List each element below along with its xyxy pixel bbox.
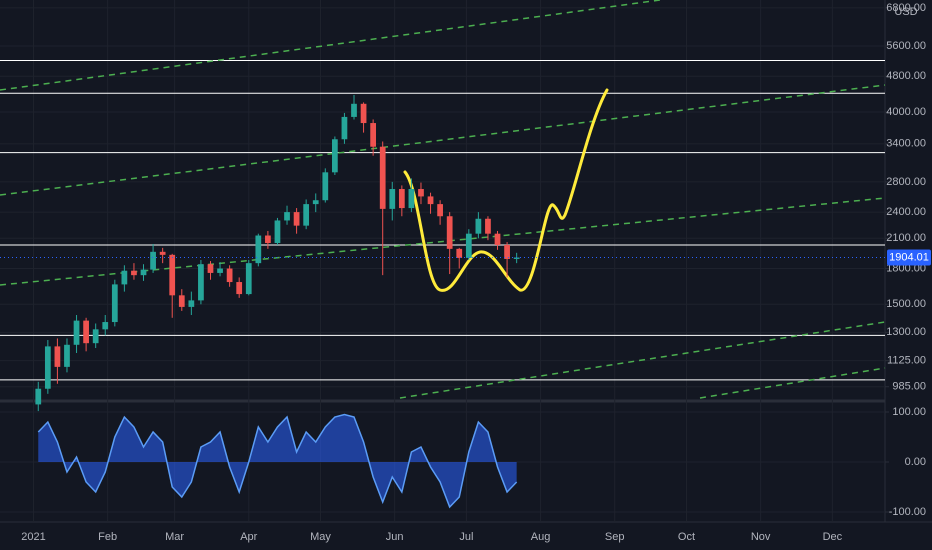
y-tick-label: 3400.00 [886,138,926,150]
candle-body [504,244,510,259]
candle-body [226,268,233,283]
candle-body [494,233,501,245]
y-tick-label: 2400.00 [886,206,926,218]
candle-body [274,220,281,244]
candle-body [446,216,453,249]
candle-body [150,251,156,270]
x-tick-label: Jun [386,531,404,543]
y-tick-label: 6800.00 [886,2,926,14]
candle-body [92,329,99,344]
y-tick-label: 1125.00 [887,355,926,367]
candle-body [485,218,491,234]
candle-body [398,189,405,209]
y-tick-label: 0.00 [905,456,926,468]
candle-body [44,346,51,389]
candle-body [121,270,128,285]
candle-body [169,254,176,296]
candle-body [284,212,290,221]
candle-body [513,257,520,259]
drawn-projection [403,88,609,292]
candle-body [198,264,204,301]
trend-line [0,0,661,91]
currency-label: USD [894,6,917,18]
candle-body [83,320,89,344]
x-tick-label: May [310,531,331,543]
y-tick-label: 1500.00 [886,298,926,310]
y-tick-label: -100.00 [889,506,926,518]
oscillator-line [37,413,518,509]
x-tick-label: 2021 [21,531,45,543]
y-tick-label: 100.00 [892,406,926,418]
candle-body [360,103,367,124]
y-tick-label: 2800.00 [886,176,926,188]
candle-body [437,204,443,217]
last-price-label: 1904.01 [889,251,929,263]
candle-body [64,344,70,367]
candle-body [159,251,166,255]
candle-body [245,263,252,295]
candle-body [265,235,271,244]
trend-line [0,197,886,286]
x-tick-label: Feb [98,531,117,543]
candle-body [389,189,396,209]
candle-body [418,189,424,197]
y-tick-label: 5600.00 [886,40,926,52]
y-tick-label: 985.00 [892,381,926,393]
candle-body [408,189,415,209]
candle-body [73,320,80,345]
trend-lines [0,0,886,399]
x-tick-label: Apr [240,531,257,543]
trend-line [699,367,886,399]
x-tick-label: Aug [531,531,551,543]
candle-body [465,233,472,258]
y-tick-label: 2100.00 [886,232,926,244]
candle-body [312,200,319,205]
candle-body [475,218,482,234]
candle-body [456,248,463,258]
candle-body [322,172,329,201]
x-tick-label: Dec [823,531,843,543]
x-tick-label: Sep [605,531,625,543]
candle-body [217,268,223,273]
y-tick-label: 1300.00 [886,326,926,338]
candle-body [331,139,338,173]
candle-body [303,204,310,226]
last-price-tag [887,249,931,266]
candle-body [255,235,262,264]
candle-body [293,212,300,226]
candle-body [370,123,377,147]
y-tick-label: 4000.00 [886,106,926,118]
trend-line [0,84,886,196]
candle-body [351,103,357,117]
x-tick-label: Mar [165,531,184,543]
x-tick-label: Jul [459,531,473,543]
candle-body [54,346,61,367]
candle-body [236,282,243,295]
candle-body [111,284,118,323]
candle-body [188,300,195,307]
candle-body [35,388,42,405]
x-tick-label: Oct [678,531,695,543]
candle-body [178,295,185,307]
candle-body [427,196,434,205]
x-tick-label: Nov [751,531,771,543]
trend-line [399,321,886,399]
candle-body [140,269,147,276]
candle-body [379,146,386,209]
candle-body [102,322,109,330]
candle-body [131,270,137,276]
y-tick-label: 4800.00 [886,70,926,82]
candle-body [207,264,214,273]
candle-body [341,116,348,140]
